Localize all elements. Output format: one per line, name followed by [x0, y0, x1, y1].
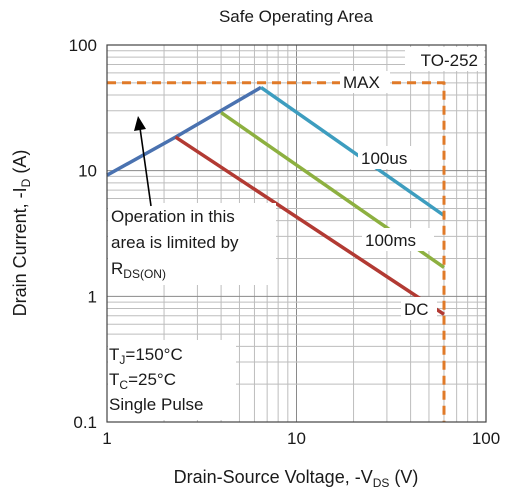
operation-arrow-head [134, 116, 146, 131]
operation-arrow [139, 127, 152, 207]
operation-note-line1: Operation in this [111, 207, 235, 226]
operation-note-bg [108, 203, 276, 285]
condition-pulse: Single Pulse [109, 395, 204, 414]
dc-label: DC [404, 300, 429, 319]
series-line-us100 [259, 85, 446, 217]
conditions-bg [108, 340, 236, 420]
condition-tj: TJ=150°C [109, 345, 183, 367]
us100-label: 100us [361, 149, 407, 168]
tick-labels: 1 10 100 0.1 1 10 100 [69, 36, 501, 448]
chart-title: Safe Operating Area [219, 7, 374, 26]
ms100-label: 100ms [365, 231, 416, 250]
series-line-dc [174, 135, 445, 316]
y-tick-label: 100 [69, 36, 97, 55]
plot-frame [106, 44, 487, 423]
x-tick-label: 1 [102, 429, 111, 448]
ms100-label-bg [362, 228, 434, 251]
x-axis-label: Drain-Source Voltage, -VDS (V) [174, 467, 419, 490]
dc-label-bg [401, 297, 437, 320]
max-label: MAX [343, 73, 380, 92]
x-tick-label: 10 [287, 429, 306, 448]
y-tick-label: 10 [78, 162, 97, 181]
max-label-bg [340, 71, 390, 93]
series-line-max [107, 81, 446, 422]
series-line-rdson [106, 85, 262, 177]
condition-tc: TC=25°C [109, 370, 176, 392]
operation-note-line2: area is limited by [111, 233, 239, 252]
x-tick-label: 100 [472, 429, 500, 448]
y-axis-label: Drain Current, -ID (A) [10, 150, 33, 317]
operation-note-line3: RDS(ON) [111, 259, 166, 281]
package-label-bg [405, 47, 484, 71]
y-tick-label: 1 [88, 287, 97, 306]
package-label: TO-252 [421, 51, 478, 70]
us100-label-bg [358, 146, 422, 169]
y-tick-label: 0.1 [73, 413, 97, 432]
